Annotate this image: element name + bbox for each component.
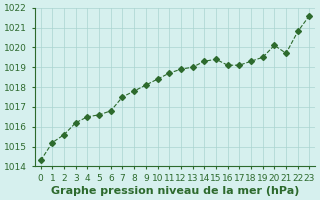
X-axis label: Graphe pression niveau de la mer (hPa): Graphe pression niveau de la mer (hPa)	[51, 186, 299, 196]
